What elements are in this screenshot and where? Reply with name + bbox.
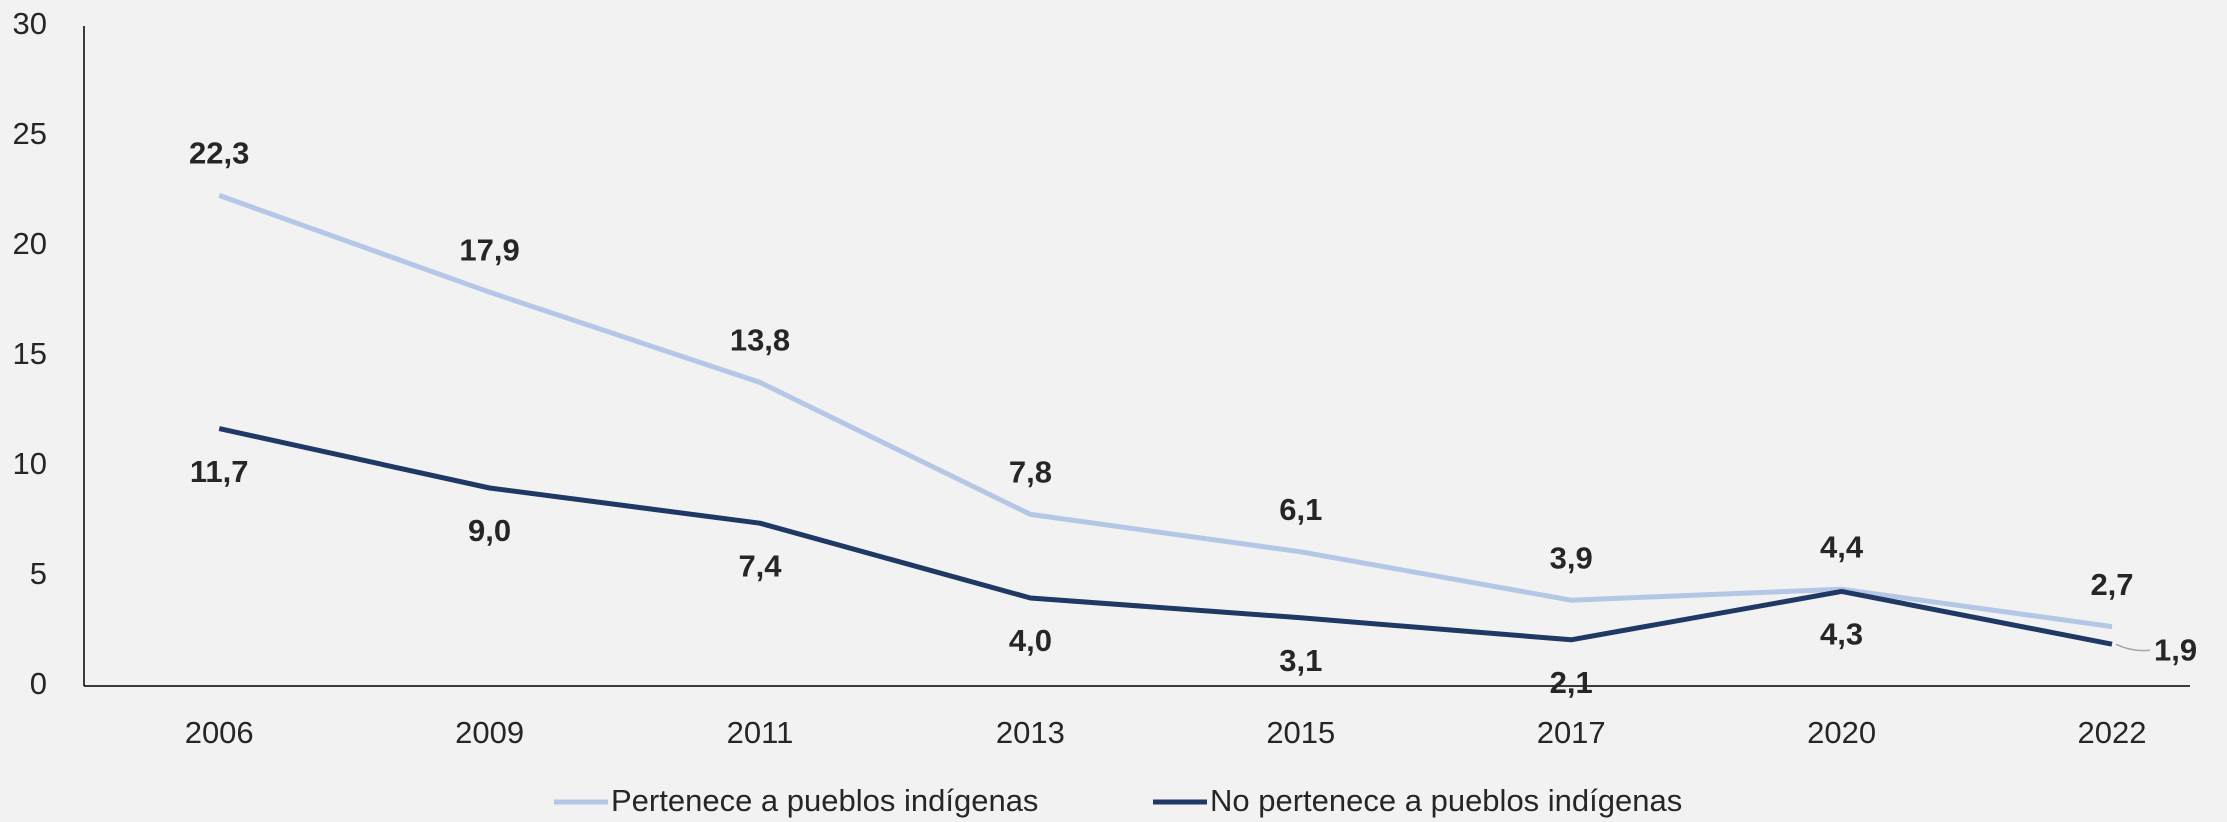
data-label: 7,8 [1009, 455, 1052, 490]
data-label: 17,9 [459, 232, 519, 267]
data-label: 4,4 [1820, 529, 1864, 564]
x-tick-label: 2020 [1807, 715, 1876, 750]
x-tick-label: 2015 [1266, 715, 1335, 750]
y-tick-label: 30 [13, 6, 47, 41]
data-label: 3,1 [1279, 643, 1322, 678]
y-tick-label: 20 [13, 226, 47, 261]
x-tick-label: 2011 [727, 715, 794, 750]
legend-label: No pertenece a pueblos indígenas [1210, 783, 1682, 818]
x-tick-label: 2009 [455, 715, 524, 750]
y-tick-label: 5 [30, 556, 47, 591]
data-label: 6,1 [1279, 492, 1322, 527]
series-line [218, 426, 2113, 647]
y-tick-label: 0 [30, 666, 47, 701]
data-label: 4,3 [1820, 617, 1863, 652]
x-tick-label: 2013 [996, 715, 1065, 750]
x-tick-label: 2006 [185, 715, 254, 750]
data-label: 11,7 [190, 454, 249, 489]
data-label: 13,8 [730, 323, 790, 358]
y-tick-label: 25 [13, 116, 47, 151]
data-label: 2,1 [1550, 665, 1593, 700]
data-label: 22,3 [189, 136, 249, 171]
legend-label: Pertenece a pueblos indígenas [611, 783, 1038, 818]
data-label: 1,9 [2154, 632, 2197, 667]
data-label: 3,9 [1550, 540, 1593, 575]
leader-line [2115, 643, 2151, 652]
data-label: 4,0 [1009, 623, 1052, 658]
data-label: 9,0 [468, 513, 511, 548]
x-tick-label: 2022 [2078, 715, 2147, 750]
y-tick-label: 10 [13, 446, 47, 481]
series-line [218, 193, 2113, 630]
x-tick-label: 2017 [1537, 715, 1606, 750]
data-label: 2,7 [2090, 567, 2133, 602]
data-label: 7,4 [738, 548, 782, 583]
y-tick-label: 15 [13, 336, 47, 371]
